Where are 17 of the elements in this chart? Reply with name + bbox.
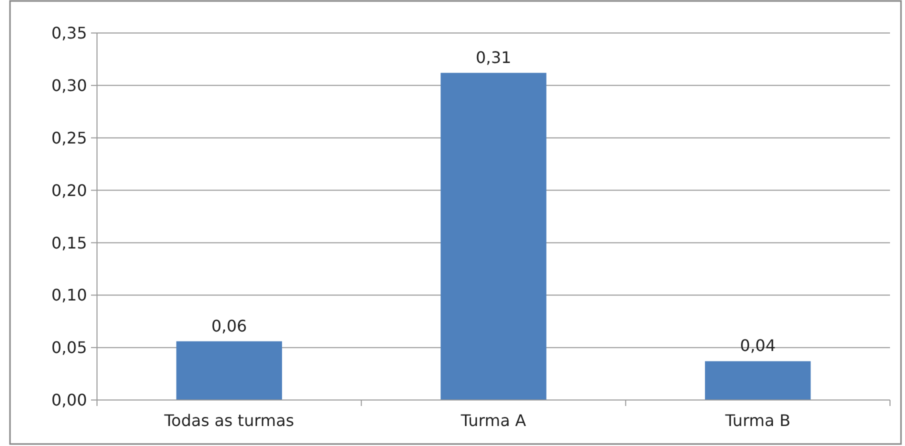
- bar: [704, 361, 811, 400]
- bar: [440, 72, 546, 400]
- y-tick-label: 0,25: [51, 128, 87, 148]
- y-tick-label: 0,20: [51, 180, 87, 200]
- y-tick-label: 0,05: [51, 338, 87, 358]
- y-tick-label: 0,15: [51, 233, 87, 252]
- y-tick-label: 0,35: [51, 24, 87, 43]
- y-tick-label: 0,30: [51, 76, 87, 96]
- data-label: 0,06: [211, 316, 247, 336]
- x-tick-label: Turma B: [724, 411, 790, 430]
- bar: [176, 341, 282, 400]
- x-tick-label: Todas as turmas: [163, 411, 294, 430]
- y-tick-label: 0,10: [51, 286, 87, 305]
- y-tick-label: 0,00: [51, 390, 87, 410]
- x-tick-label: Turma A: [460, 411, 526, 430]
- data-label: 0,04: [740, 336, 776, 356]
- data-label: 0,31: [476, 48, 512, 67]
